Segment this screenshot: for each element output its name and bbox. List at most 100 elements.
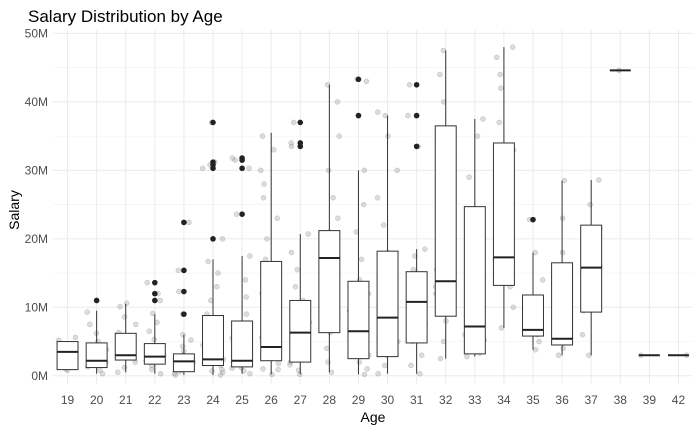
jitter-point xyxy=(209,368,215,374)
jitter-point xyxy=(374,195,381,201)
x-tick-label: 25 xyxy=(235,393,249,407)
jitter-point xyxy=(324,82,331,88)
jitter-point xyxy=(123,300,130,306)
box-body xyxy=(202,315,224,367)
jitter-point xyxy=(220,369,226,376)
jitter-point xyxy=(422,246,428,252)
x-tick-label: 31 xyxy=(410,393,424,407)
jitter-point xyxy=(497,71,503,78)
jitter-point xyxy=(561,177,568,184)
jitter-point xyxy=(146,328,153,335)
box-body xyxy=(463,206,486,355)
jitter-point xyxy=(259,133,266,139)
y-axis-title: Salary xyxy=(6,190,22,230)
jitter-point xyxy=(324,345,330,352)
jitter-point xyxy=(363,78,370,85)
box-body xyxy=(231,320,254,368)
jitter-point xyxy=(288,140,294,146)
jitter-point xyxy=(330,195,336,201)
jitter-point xyxy=(214,284,220,290)
x-tick-label: 39 xyxy=(643,393,657,407)
jitter-point xyxy=(464,353,470,360)
jitter-point xyxy=(532,347,539,353)
x-tick-label: 42 xyxy=(672,393,686,407)
outlier-point xyxy=(181,288,187,295)
x-tick-label: 34 xyxy=(497,393,511,407)
jitter-point xyxy=(361,167,368,174)
jitter-point xyxy=(186,219,192,226)
jitter-point xyxy=(360,201,367,208)
jitter-point xyxy=(242,277,249,283)
outlier-point xyxy=(152,297,158,304)
jitter-point xyxy=(375,370,381,377)
jitter-point xyxy=(175,267,182,274)
box-body xyxy=(289,299,312,363)
jitter-point xyxy=(219,366,225,373)
jitter-point xyxy=(382,112,388,119)
jitter-point xyxy=(148,366,155,373)
jitter-point xyxy=(364,366,370,372)
x-axis-title: Age xyxy=(361,409,386,425)
outlier-point xyxy=(181,219,187,226)
jitter-point xyxy=(559,249,566,256)
jitter-point xyxy=(596,177,602,183)
jitter-point xyxy=(587,201,593,208)
jitter-point xyxy=(229,155,236,161)
outlier-point xyxy=(210,159,216,165)
x-tick-label: 26 xyxy=(265,393,279,407)
outlier-point xyxy=(413,112,420,119)
jitter-point xyxy=(509,44,516,50)
jitter-point xyxy=(380,222,387,228)
jitter-point xyxy=(408,362,414,369)
jitter-point xyxy=(219,236,226,242)
jitter-point xyxy=(217,372,224,378)
outlier-point xyxy=(297,140,304,146)
jitter-point xyxy=(496,119,502,126)
jitter-point xyxy=(241,368,247,374)
jitter-point xyxy=(539,277,546,283)
jitter-point xyxy=(172,372,179,378)
jitter-point xyxy=(72,334,79,341)
jitter-point xyxy=(246,165,252,172)
jitter-point xyxy=(417,370,423,377)
outlier-point xyxy=(355,112,362,119)
jitter-point xyxy=(294,266,301,273)
jitter-point xyxy=(260,366,266,372)
outlier-point xyxy=(181,267,187,274)
box-body xyxy=(172,353,195,373)
jitter-point xyxy=(157,370,164,377)
jitter-point xyxy=(480,116,486,122)
jitter-point xyxy=(247,370,253,377)
jitter-point xyxy=(243,294,249,300)
x-tick-label: 22 xyxy=(148,393,162,407)
jitter-point xyxy=(356,359,363,365)
box-body xyxy=(551,262,574,346)
y-tick-label: 0M xyxy=(31,369,48,383)
jitter-point xyxy=(261,181,267,187)
jitter-point xyxy=(274,215,281,222)
jitter-point xyxy=(144,279,150,286)
box-body xyxy=(56,341,79,371)
jitter-point xyxy=(406,82,413,88)
box-layer xyxy=(56,47,689,376)
jitter-point xyxy=(151,336,157,343)
jitter-point xyxy=(498,85,504,91)
box-body xyxy=(405,271,428,344)
jitter-point xyxy=(269,371,275,378)
jitter-point xyxy=(150,310,156,317)
outlier-point xyxy=(152,279,158,286)
jitter-point xyxy=(115,369,121,376)
x-tick-label: 36 xyxy=(555,393,569,407)
jitter-point xyxy=(498,325,505,331)
jitter-point xyxy=(188,337,194,343)
box-body xyxy=(260,260,283,362)
outlier-point xyxy=(210,236,216,242)
jitter-point xyxy=(474,133,481,139)
box-body xyxy=(376,250,399,358)
jitter-point xyxy=(87,321,93,328)
jitter-point xyxy=(334,99,341,105)
y-tick-label: 20M xyxy=(25,232,48,246)
x-tick-label: 35 xyxy=(526,393,540,407)
box-body xyxy=(492,142,515,286)
